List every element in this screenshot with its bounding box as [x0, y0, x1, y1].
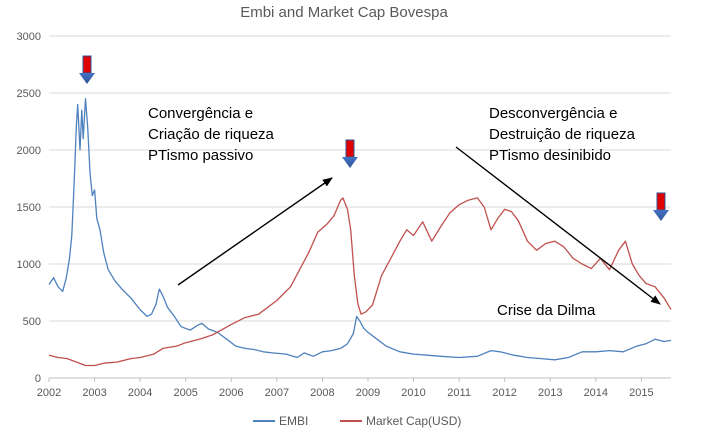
x-tick-label: 2010 — [401, 387, 425, 399]
y-tick-label: 1000 — [17, 259, 41, 271]
annotation-ptismo-desinibido: PTismo desinibido — [489, 147, 611, 164]
x-axis-ticks: 2002 2003 2004 2005 2006 2007 2008 2009 2010 2011… — [37, 378, 654, 399]
annotation-destruicao: Destruição de riqueza — [489, 126, 636, 143]
annotation-criacao: Criação de riqueza — [148, 126, 275, 143]
chart-title: Embi and Market Cap Bovespa — [240, 4, 448, 21]
x-tick-label: 2007 — [265, 387, 289, 399]
annotation-crise-dilma: Crise da Dilma — [497, 302, 596, 319]
annotation-ptismo-passivo: PTismo passivo — [148, 147, 253, 164]
series-line-embi — [48, 98, 672, 361]
trend-arrow-up — [177, 177, 333, 286]
x-tick-label: 2014 — [584, 387, 608, 399]
y-tick-label: 1500 — [17, 202, 41, 214]
y-tick-label: 500 — [23, 316, 41, 328]
x-tick-label: 2004 — [128, 387, 152, 399]
annotation-desconvergencia: Desconvergência e — [489, 105, 617, 122]
down-arrow-icon — [653, 192, 669, 221]
x-tick-label: 2012 — [492, 387, 516, 399]
series-lines — [48, 98, 672, 367]
gridlines — [49, 35, 671, 322]
series-line-market-cap — [48, 197, 672, 367]
y-tick-label: 0 — [35, 373, 41, 385]
annotation-convergencia: Convergência e — [148, 105, 253, 122]
y-tick-label: 2000 — [17, 145, 41, 157]
x-tick-label: 2013 — [538, 387, 562, 399]
down-arrow-icon — [79, 55, 95, 84]
legend-label-market-cap: Market Cap(USD) — [366, 414, 461, 428]
x-tick-label: 2006 — [219, 387, 243, 399]
legend: EMBI Market Cap(USD) — [253, 414, 461, 428]
x-tick-label: 2008 — [310, 387, 334, 399]
y-tick-label: 2500 — [17, 88, 41, 100]
x-tick-label: 2009 — [356, 387, 380, 399]
x-tick-label: 2003 — [82, 387, 106, 399]
x-tick-label: 2015 — [629, 387, 653, 399]
down-arrow-icon — [342, 139, 358, 168]
x-tick-label: 2011 — [447, 387, 471, 399]
legend-label-embi: EMBI — [279, 414, 308, 428]
x-tick-label: 2002 — [37, 387, 61, 399]
x-tick-label: 2005 — [173, 387, 197, 399]
y-axis-ticks: 0 500 1000 1500 2000 2500 3000 — [17, 31, 41, 385]
trend-arrow-down — [455, 146, 661, 305]
y-tick-label: 3000 — [17, 31, 41, 43]
